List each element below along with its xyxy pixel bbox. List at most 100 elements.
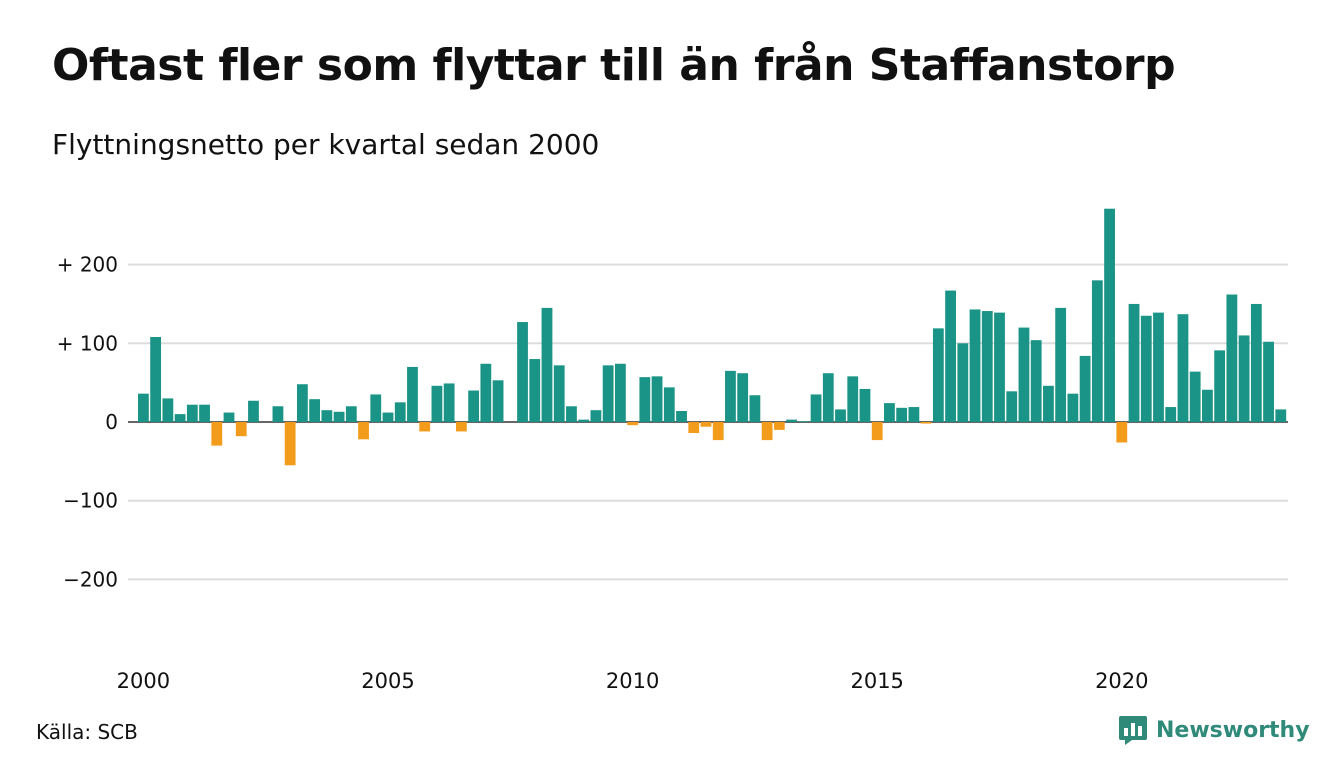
bar [370, 394, 382, 422]
bar [431, 385, 443, 422]
y-tick-label: + 100 [57, 331, 118, 355]
x-tick-label: 2005 [361, 669, 414, 693]
bar [1263, 341, 1274, 422]
x-tick-label: 2020 [1095, 669, 1148, 693]
bar [798, 421, 810, 422]
bar [480, 363, 492, 422]
bar [1250, 303, 1262, 422]
bar [835, 409, 846, 422]
bar [639, 377, 651, 422]
bar [1202, 389, 1213, 422]
newsworthy-logo: Newsworthy [1118, 714, 1310, 746]
brand-name: Newsworthy [1156, 717, 1310, 743]
bar [1055, 307, 1067, 422]
bar [1189, 371, 1201, 422]
bar [223, 412, 235, 422]
bar [1067, 393, 1079, 422]
y-tick-label: + 200 [57, 253, 118, 277]
bar [1006, 391, 1018, 422]
bar [1275, 409, 1287, 422]
bar [1079, 355, 1091, 422]
bar [1091, 280, 1103, 422]
bar [1116, 422, 1128, 443]
bar [455, 422, 467, 432]
bar [407, 366, 418, 422]
bar [786, 419, 797, 422]
bar [358, 422, 369, 440]
bar [627, 422, 638, 426]
bar [529, 359, 541, 422]
bar [859, 388, 871, 422]
bar [578, 419, 590, 422]
bar [235, 422, 247, 437]
bar [602, 365, 614, 422]
bar [871, 422, 883, 441]
bar [211, 422, 223, 446]
bar [1043, 385, 1054, 422]
bar [468, 390, 480, 422]
bar [725, 370, 736, 423]
source-label: Källa: SCB [36, 720, 138, 744]
bar [1153, 312, 1164, 422]
chart-subtitle: Flyttningsnetto per kvartal sedan 2000 [52, 128, 600, 161]
bar [492, 380, 504, 422]
y-tick-label: −100 [63, 489, 118, 513]
bar [284, 422, 296, 466]
bar [932, 328, 944, 422]
bar [138, 393, 149, 422]
bar [749, 395, 761, 422]
bar [1030, 340, 1042, 422]
bar [345, 406, 357, 422]
bar [541, 307, 553, 422]
bar [676, 410, 687, 422]
bar [920, 422, 932, 424]
bar [150, 337, 162, 422]
bar [1165, 407, 1177, 422]
bar [663, 387, 675, 422]
bar [272, 406, 284, 422]
bar [309, 399, 321, 422]
bar [1104, 208, 1115, 422]
chart-title: Oftast fler som flyttar till än från Sta… [52, 40, 1176, 91]
bar [443, 383, 455, 422]
bar [590, 410, 602, 422]
bar [566, 406, 577, 422]
bar [847, 376, 859, 422]
bar [908, 407, 920, 422]
bar [1177, 314, 1189, 422]
bars [138, 208, 1287, 466]
bar [945, 290, 956, 422]
bar [614, 363, 626, 422]
y-tick-label: 0 [105, 410, 118, 434]
bar [981, 311, 993, 422]
bar [1226, 294, 1238, 422]
x-tick-label: 2015 [850, 669, 903, 693]
bar [969, 309, 981, 422]
newsworthy-logo-icon [1119, 716, 1147, 745]
bar [761, 422, 773, 441]
bar [394, 402, 406, 422]
bar [688, 422, 700, 434]
bar [1214, 350, 1226, 422]
bar [162, 398, 174, 422]
bar [333, 411, 345, 422]
bar [382, 412, 394, 422]
x-tick-label: 2010 [606, 669, 659, 693]
bar [1238, 335, 1250, 422]
bar [700, 422, 712, 427]
bar [1140, 315, 1152, 422]
bar [994, 312, 1005, 422]
y-tick-label: −200 [63, 567, 118, 591]
bar [651, 376, 663, 422]
y-axis-labels: + 200 + 100 0 −100 −200 [57, 253, 118, 592]
bar [712, 422, 724, 441]
bar [810, 394, 822, 422]
bar [199, 404, 210, 422]
bar [296, 384, 308, 422]
bar [737, 373, 749, 422]
bar [1128, 303, 1140, 422]
bar [1018, 327, 1030, 422]
bar [773, 422, 785, 430]
bar [517, 322, 528, 422]
